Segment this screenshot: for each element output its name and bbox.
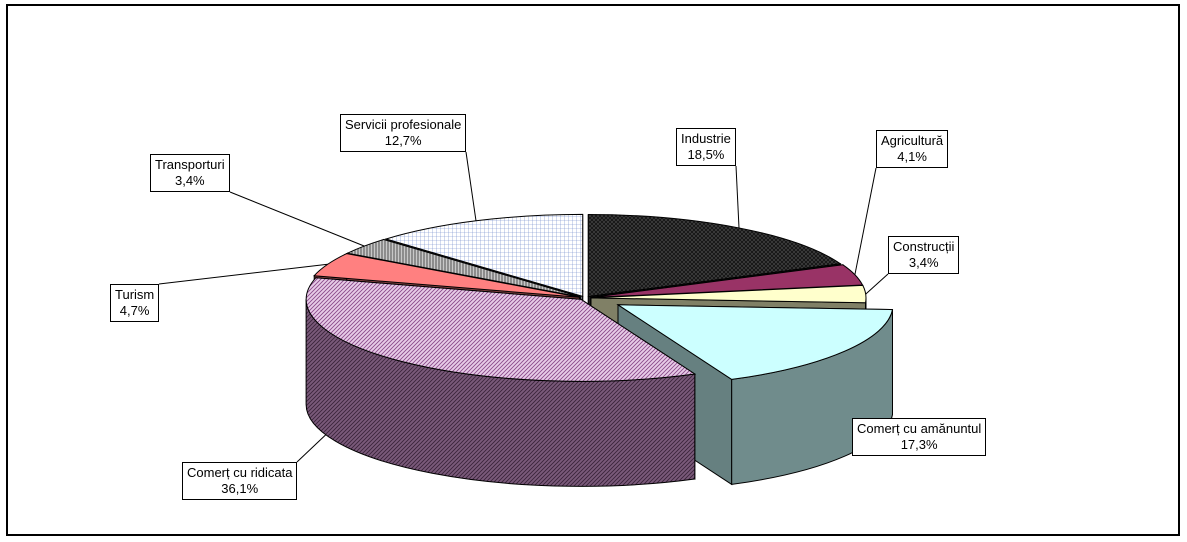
leader-industrie xyxy=(735,165,740,228)
leader-transporturi xyxy=(229,191,365,247)
data-label-name: Industrie xyxy=(681,131,731,146)
data-label-servicii-profesionale: Servicii profesionale 12,7% xyxy=(340,114,467,152)
pie-slices xyxy=(305,213,894,487)
leader-constructii xyxy=(865,273,889,295)
data-label-value: 3,4% xyxy=(908,255,939,270)
leader-servicii-profesionale xyxy=(465,151,477,221)
data-label-comert-cu-ridicata: Comerț cu ridicata 36,1% xyxy=(182,462,298,500)
slice-industrie xyxy=(587,213,842,298)
leader-turism xyxy=(158,263,328,285)
data-label-value: 36,1% xyxy=(221,481,259,496)
slice-turism xyxy=(313,253,580,298)
data-label-name: Transporturi xyxy=(155,157,225,172)
data-label-transporturi: Transporturi 3,4% xyxy=(150,154,230,192)
leader-agricultura xyxy=(854,167,877,275)
data-label-turism: Turism 4,7% xyxy=(110,284,160,322)
data-label-comert-cu-amanuntul: Comerț cu amănuntul 17,3% xyxy=(852,418,987,456)
data-label-value: 4,1% xyxy=(897,149,927,164)
data-label-value: 4,7% xyxy=(119,303,150,318)
data-label-name: Servicii profesionale xyxy=(345,117,462,132)
data-label-industrie: Industrie 18,5% xyxy=(676,128,736,166)
data-label-value: 12,7% xyxy=(384,133,422,148)
slice-transporturi xyxy=(345,238,581,298)
data-label-value: 3,4% xyxy=(174,173,205,188)
data-label-value: 18,5% xyxy=(687,147,725,162)
data-label-name: Comerț cu ridicata xyxy=(187,465,293,480)
data-label-agricultura: Agricultură 4,1% xyxy=(876,130,949,168)
data-label-constructii: Construcții 3,4% xyxy=(888,236,960,274)
data-label-name: Comerț cu amănuntul xyxy=(857,421,982,436)
slice-comert-cu-ridicata xyxy=(305,277,697,382)
data-label-name: Construcții xyxy=(893,239,955,254)
data-label-value: 17,3% xyxy=(900,437,938,452)
slice-comert-cu-amanuntul xyxy=(616,304,894,380)
slice-constructii xyxy=(590,284,867,304)
data-label-name: Turism xyxy=(115,287,155,302)
data-label-name: Agricultură xyxy=(881,133,944,148)
slice-servicii-profesionale xyxy=(384,213,584,298)
